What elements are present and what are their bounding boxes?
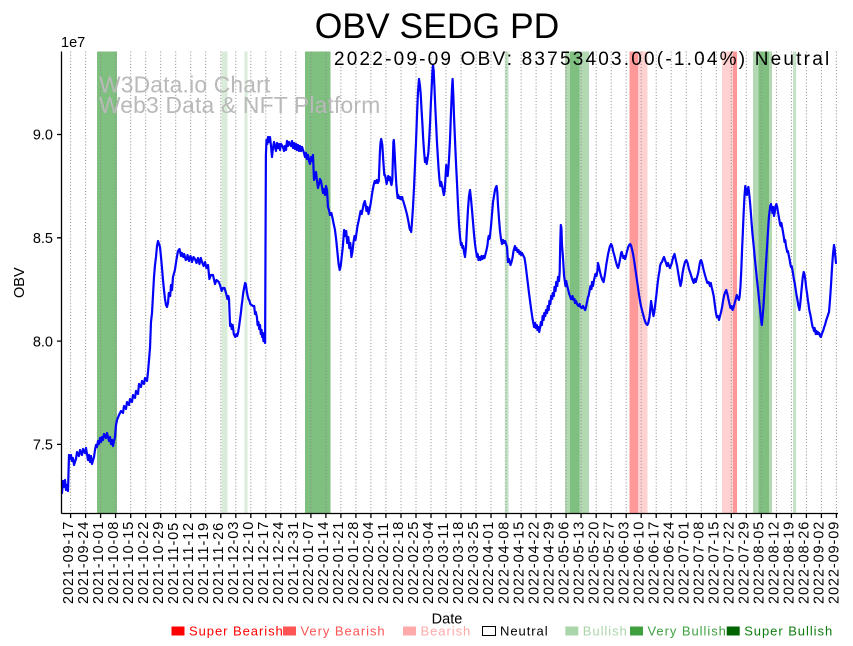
svg-text:2022-09-09: 2022-09-09: [827, 521, 843, 604]
svg-text:Very Bullish: Very Bullish: [648, 624, 727, 639]
svg-text:2021-11-26: 2021-11-26: [211, 522, 227, 604]
svg-text:9.0: 9.0: [33, 128, 53, 144]
svg-text:2021-12-10: 2021-12-10: [241, 521, 257, 604]
svg-text:2022-05-06: 2022-05-06: [556, 521, 572, 604]
svg-text:8.0: 8.0: [33, 334, 53, 350]
svg-text:2022-05-27: 2022-05-27: [601, 521, 617, 604]
svg-text:2022-01-07: 2022-01-07: [301, 521, 317, 604]
svg-text:2022-08-12: 2022-08-12: [767, 521, 783, 604]
svg-text:2021-10-22: 2021-10-22: [136, 521, 152, 604]
svg-text:2021-11-05: 2021-11-05: [166, 522, 182, 604]
svg-text:2022-06-17: 2022-06-17: [646, 521, 662, 604]
svg-text:2021-10-15: 2021-10-15: [121, 521, 137, 604]
svg-text:2022-07-29: 2022-07-29: [737, 521, 753, 604]
svg-text:2022-04-08: 2022-04-08: [496, 521, 512, 604]
svg-text:2022-03-25: 2022-03-25: [466, 521, 482, 604]
svg-text:2022-09-09 OBV: 83753403.00(-1: 2022-09-09 OBV: 83753403.00(-1.04%) Neut…: [334, 49, 831, 70]
svg-text:2022-04-01: 2022-04-01: [481, 521, 497, 604]
svg-text:Date: Date: [432, 612, 463, 628]
svg-text:7.5: 7.5: [33, 438, 53, 454]
svg-text:2022-01-28: 2022-01-28: [346, 521, 362, 604]
svg-text:2022-07-22: 2022-07-22: [722, 521, 738, 604]
svg-text:2022-02-04: 2022-02-04: [361, 521, 377, 604]
svg-text:2021-09-24: 2021-09-24: [76, 521, 92, 604]
svg-text:Super Bearish: Super Bearish: [189, 624, 284, 639]
svg-text:2022-05-13: 2022-05-13: [571, 521, 587, 604]
svg-text:2022-08-19: 2022-08-19: [782, 521, 798, 604]
svg-text:2022-04-29: 2022-04-29: [541, 521, 557, 604]
svg-text:2021-12-24: 2021-12-24: [271, 521, 287, 604]
svg-text:2021-10-08: 2021-10-08: [106, 521, 122, 604]
svg-text:Very Bearish: Very Bearish: [301, 624, 386, 639]
svg-text:2022-06-10: 2022-06-10: [631, 521, 647, 604]
svg-text:Bearish: Bearish: [421, 624, 472, 639]
svg-text:2021-10-01: 2021-10-01: [91, 521, 107, 604]
svg-text:2022-02-18: 2022-02-18: [391, 521, 407, 604]
svg-text:2021-10-29: 2021-10-29: [151, 521, 167, 604]
svg-text:1e7: 1e7: [61, 35, 85, 51]
svg-text:2022-09-02: 2022-09-02: [812, 521, 828, 604]
svg-text:Web3 Data & NFT Platform: Web3 Data & NFT Platform: [99, 92, 380, 118]
svg-text:2021-12-03: 2021-12-03: [226, 521, 242, 604]
svg-text:2022-02-25: 2022-02-25: [406, 521, 422, 604]
svg-text:OBV SEDG PD: OBV SEDG PD: [315, 6, 560, 46]
svg-text:2022-01-21: 2022-01-21: [331, 521, 347, 604]
svg-text:Bullish: Bullish: [583, 624, 628, 639]
svg-text:8.5: 8.5: [33, 231, 53, 247]
svg-text:2021-12-31: 2021-12-31: [286, 521, 302, 604]
svg-text:2022-05-20: 2022-05-20: [586, 521, 602, 604]
svg-text:2022-08-26: 2022-08-26: [797, 521, 813, 604]
svg-text:2021-11-12: 2021-11-12: [181, 522, 197, 604]
svg-text:Neutral: Neutral: [500, 624, 549, 639]
svg-text:2021-11-19: 2021-11-19: [196, 522, 212, 604]
svg-text:2022-08-05: 2022-08-05: [752, 521, 768, 604]
svg-text:2022-04-15: 2022-04-15: [511, 521, 527, 604]
svg-text:2022-07-01: 2022-07-01: [677, 521, 693, 604]
svg-text:2022-03-18: 2022-03-18: [451, 521, 467, 604]
svg-text:2022-06-03: 2022-06-03: [616, 521, 632, 604]
svg-text:2022-02-11: 2022-02-11: [376, 522, 392, 604]
svg-text:2022-04-22: 2022-04-22: [526, 521, 542, 604]
svg-text:2022-07-15: 2022-07-15: [707, 521, 723, 604]
svg-text:OBV: OBV: [12, 267, 28, 298]
svg-text:2021-09-17: 2021-09-17: [61, 521, 77, 604]
svg-text:2021-12-17: 2021-12-17: [256, 521, 272, 604]
svg-text:Super Bullish: Super Bullish: [744, 624, 833, 639]
svg-text:2022-03-11: 2022-03-11: [436, 522, 452, 604]
svg-text:2022-01-14: 2022-01-14: [316, 521, 332, 604]
svg-text:2022-07-08: 2022-07-08: [692, 521, 708, 604]
svg-text:W3Data.io Chart: W3Data.io Chart: [99, 72, 271, 98]
svg-text:2022-06-24: 2022-06-24: [661, 521, 677, 604]
svg-text:2022-03-04: 2022-03-04: [421, 521, 437, 604]
